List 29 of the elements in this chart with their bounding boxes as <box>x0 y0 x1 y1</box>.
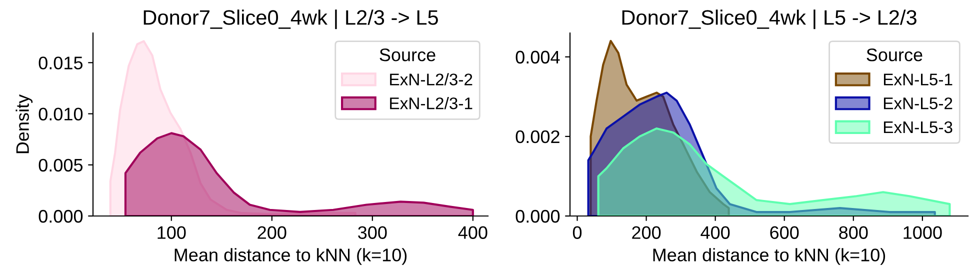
legend-label: ExN-L5-3 <box>884 121 952 134</box>
y-tick-label: 0.004 <box>516 50 560 64</box>
legend-label: ExN-L5-2 <box>884 97 952 110</box>
x-tick-label: 400 <box>700 226 730 239</box>
x-axis-title: Mean distance to kNN (k=10) <box>174 248 407 265</box>
legend-label: ExN-L2/3-2 <box>390 73 472 86</box>
x-tick-label: 600 <box>770 226 799 239</box>
y-tick-label: 0.000 <box>38 210 83 223</box>
y-tick-label: 0.005 <box>38 158 83 172</box>
x-tick-label: 300 <box>358 226 387 239</box>
x-tick-label: 400 <box>458 226 488 239</box>
x-tick-label: 200 <box>632 226 661 239</box>
legend-title: Source <box>866 48 922 62</box>
x-tick-label: 100 <box>158 226 186 239</box>
y-tick-label: 0.015 <box>38 56 83 70</box>
legend-title: Source <box>380 48 436 62</box>
chart-title: Donor7_Slice0_4wk | L5 -> L2/3 <box>622 10 916 30</box>
x-tick-label: 800 <box>839 226 868 239</box>
y-axis-title: Density <box>16 94 33 154</box>
y-tick-label: 0.002 <box>516 130 560 144</box>
x-tick-label: 200 <box>258 226 286 239</box>
y-tick-label: 0.000 <box>516 210 560 223</box>
y-tick-label: 0.010 <box>38 108 83 120</box>
x-tick-label: 1000 <box>904 226 942 239</box>
x-axis-title: Mean distance to kNN (k=10) <box>653 248 886 265</box>
x-tick-label: 0 <box>572 226 582 239</box>
legend-label: ExN-L5-1 <box>884 74 952 86</box>
chart-title: Donor7_Slice0_4wk | L2/3 -> L5 <box>144 10 438 30</box>
legend-label: ExN-L2/3-1 <box>390 97 472 110</box>
